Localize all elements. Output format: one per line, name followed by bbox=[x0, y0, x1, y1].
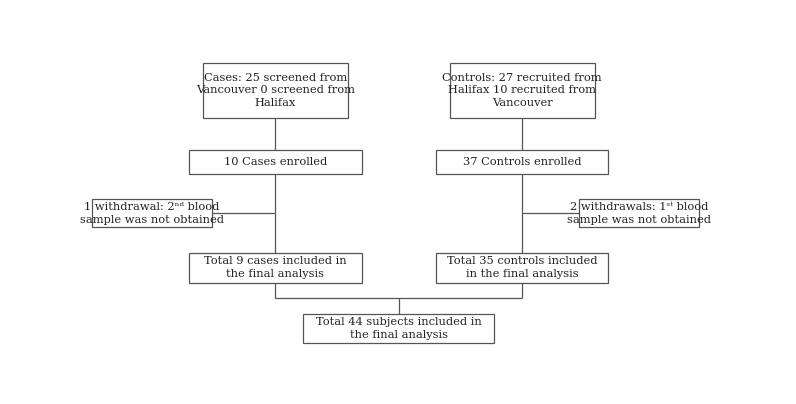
Text: Total 35 controls included
in the final analysis: Total 35 controls included in the final … bbox=[447, 257, 597, 279]
Text: Cases: 25 screened from
Vancouver 0 screened from
Halifax: Cases: 25 screened from Vancouver 0 scre… bbox=[196, 73, 355, 108]
Text: Controls: 27 recruited from
Halifax 10 recruited from
Vancouver: Controls: 27 recruited from Halifax 10 r… bbox=[443, 73, 602, 108]
FancyBboxPatch shape bbox=[203, 63, 348, 118]
FancyBboxPatch shape bbox=[450, 63, 595, 118]
FancyBboxPatch shape bbox=[92, 199, 212, 227]
Text: 1 withdrawal: 2ⁿᵈ blood
sample was not obtained: 1 withdrawal: 2ⁿᵈ blood sample was not o… bbox=[80, 202, 224, 225]
Text: Total 44 subjects included in
the final analysis: Total 44 subjects included in the final … bbox=[316, 317, 482, 340]
FancyBboxPatch shape bbox=[435, 253, 608, 282]
FancyBboxPatch shape bbox=[189, 253, 361, 282]
FancyBboxPatch shape bbox=[435, 150, 608, 174]
Text: 37 Controls enrolled: 37 Controls enrolled bbox=[462, 157, 581, 167]
Text: 2 withdrawals: 1ˢᵗ blood
sample was not obtained: 2 withdrawals: 1ˢᵗ blood sample was not … bbox=[568, 202, 712, 225]
Text: Total 9 cases included in
the final analysis: Total 9 cases included in the final anal… bbox=[204, 257, 346, 279]
Text: 10 Cases enrolled: 10 Cases enrolled bbox=[224, 157, 327, 167]
FancyBboxPatch shape bbox=[303, 314, 494, 343]
FancyBboxPatch shape bbox=[579, 199, 700, 227]
FancyBboxPatch shape bbox=[189, 150, 361, 174]
